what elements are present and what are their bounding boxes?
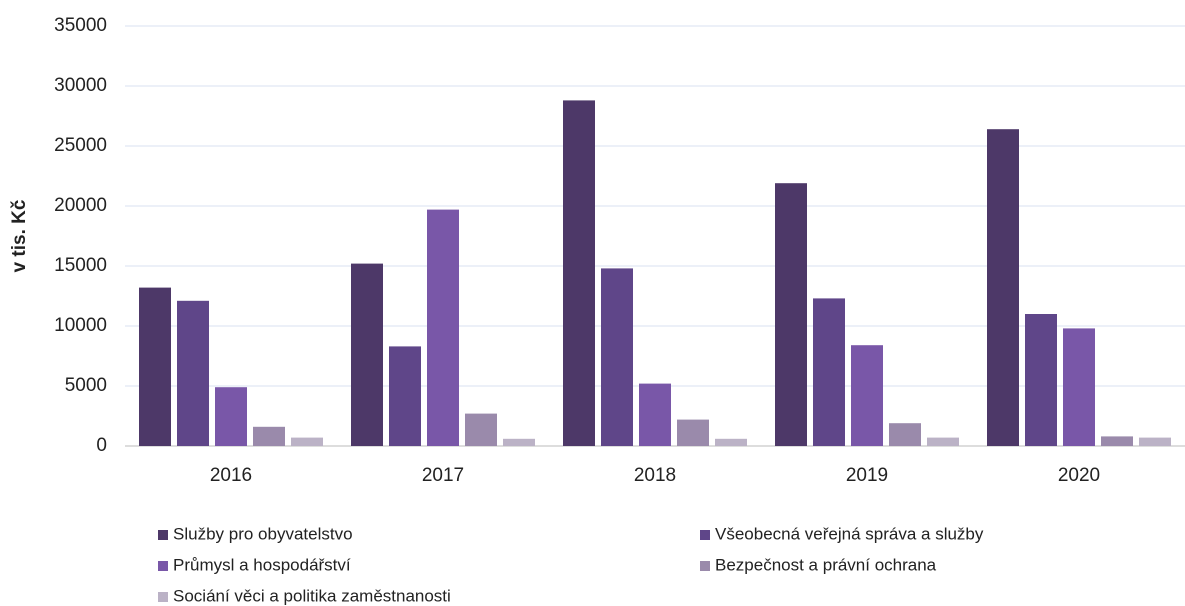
bar — [215, 387, 247, 446]
bar — [851, 345, 883, 446]
bar — [639, 383, 671, 446]
y-tick-label: 5000 — [65, 375, 107, 396]
legend-label: Průmysl a hospodářství — [173, 555, 351, 574]
x-tick-label: 2019 — [846, 465, 888, 486]
bar — [601, 268, 633, 446]
legend-swatch — [700, 561, 710, 571]
bar — [1025, 314, 1057, 446]
y-tick-label: 25000 — [54, 135, 107, 156]
y-axis-label: v tis. Kč — [9, 199, 30, 272]
bar — [677, 419, 709, 446]
bar — [177, 300, 209, 446]
bar — [1139, 437, 1171, 446]
bar — [351, 263, 383, 446]
x-tick-label: 2020 — [1058, 465, 1100, 486]
bar — [291, 437, 323, 446]
legend-swatch — [700, 530, 710, 540]
bar — [563, 100, 595, 447]
legend-label: Všeobecná veřejná správa a služby — [715, 524, 984, 543]
legend-label: Sociání věci a politika zaměstnanosti — [173, 586, 451, 605]
bar — [503, 438, 535, 446]
legend-swatch — [158, 530, 168, 540]
bar — [927, 437, 959, 446]
bar — [139, 287, 171, 446]
bar — [715, 438, 747, 446]
bar — [427, 209, 459, 446]
y-tick-label: 0 — [96, 435, 107, 456]
legend-label: Bezpečnost a právní ochrana — [715, 555, 937, 574]
bar — [987, 129, 1019, 446]
bar — [465, 413, 497, 446]
bar — [253, 426, 285, 446]
legend-swatch — [158, 561, 168, 571]
y-tick-label: 35000 — [54, 15, 107, 36]
x-tick-label: 2016 — [210, 465, 252, 486]
y-tick-label: 20000 — [54, 195, 107, 216]
x-tick-label: 2017 — [422, 465, 464, 486]
bar — [889, 423, 921, 446]
legend-swatch — [158, 592, 168, 602]
y-tick-label: 15000 — [54, 255, 107, 276]
bar — [389, 346, 421, 446]
y-tick-label: 30000 — [54, 75, 107, 96]
bar — [813, 298, 845, 446]
bar — [1063, 328, 1095, 446]
y-tick-label: 10000 — [54, 315, 107, 336]
bar — [775, 183, 807, 446]
bar — [1101, 436, 1133, 446]
legend-label: Služby pro obyvatelstvo — [173, 524, 353, 543]
x-tick-label: 2018 — [634, 465, 676, 486]
